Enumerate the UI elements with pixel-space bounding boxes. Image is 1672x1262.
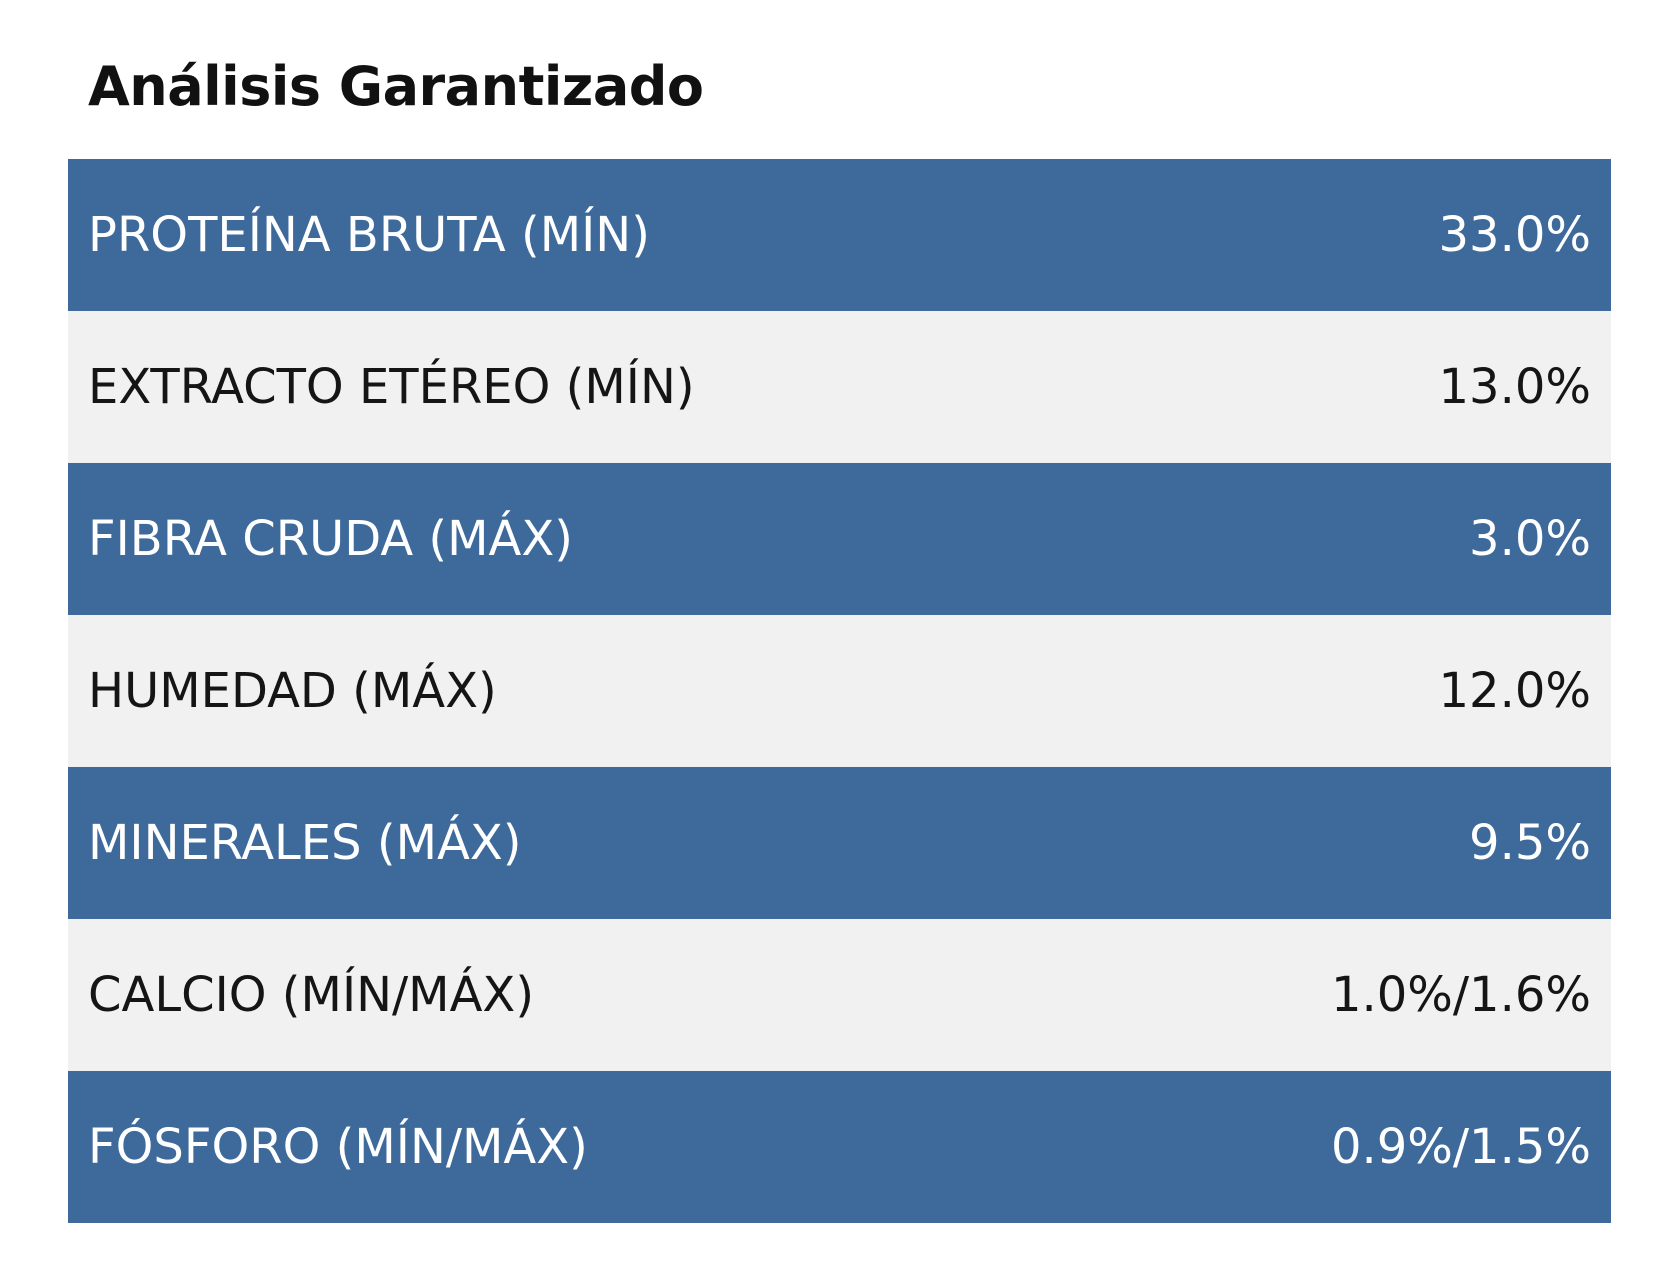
- table-row-moisture: HUMEDAD (MÁX) 12.0%: [68, 615, 1611, 767]
- guaranteed-analysis-table: PROTEÍNA BRUTA (MÍN) 33.0% EXTRACTO ETÉR…: [68, 159, 1611, 1223]
- row-value: 1.0%/1.6%: [1330, 967, 1591, 1023]
- row-label: FÓSFORO (MÍN/MÁX): [88, 1119, 588, 1175]
- table-row-protein: PROTEÍNA BRUTA (MÍN) 33.0%: [68, 159, 1611, 311]
- table-row-minerals: MINERALES (MÁX) 9.5%: [68, 767, 1611, 919]
- row-label: MINERALES (MÁX): [88, 815, 522, 871]
- page-title: Análisis Garantizado: [88, 55, 704, 118]
- row-label: FIBRA CRUDA (MÁX): [88, 511, 573, 567]
- row-value: 9.5%: [1469, 815, 1591, 871]
- row-value: 13.0%: [1438, 359, 1591, 415]
- row-label: CALCIO (MÍN/MÁX): [88, 967, 535, 1023]
- row-label: PROTEÍNA BRUTA (MÍN): [88, 207, 650, 263]
- table-row-crude-fiber: FIBRA CRUDA (MÁX) 3.0%: [68, 463, 1611, 615]
- row-value: 12.0%: [1438, 663, 1591, 719]
- row-value: 3.0%: [1469, 511, 1591, 567]
- table-row-phosphorus: FÓSFORO (MÍN/MÁX) 0.9%/1.5%: [68, 1071, 1611, 1223]
- row-label: HUMEDAD (MÁX): [88, 663, 497, 719]
- table-row-calcium: CALCIO (MÍN/MÁX) 1.0%/1.6%: [68, 919, 1611, 1071]
- row-value: 0.9%/1.5%: [1330, 1119, 1591, 1175]
- row-value: 33.0%: [1438, 207, 1591, 263]
- row-label: EXTRACTO ETÉREO (MÍN): [88, 359, 695, 415]
- table-row-ether-extract: EXTRACTO ETÉREO (MÍN) 13.0%: [68, 311, 1611, 463]
